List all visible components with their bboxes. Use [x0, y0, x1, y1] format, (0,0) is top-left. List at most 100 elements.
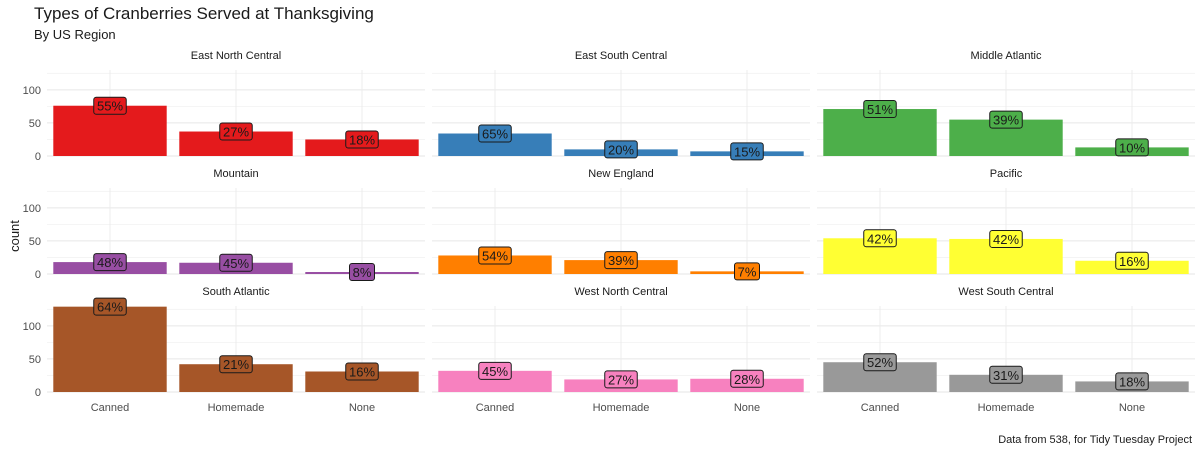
chart-title: Types of Cranberries Served at Thanksgiv… — [34, 4, 374, 23]
y-tick-label: 0 — [35, 387, 41, 399]
data-label: 27% — [608, 372, 634, 387]
x-tick-label: Canned — [91, 402, 130, 414]
panel-east-north-central: East North Central 0 50 100 55% 27% 18% — [23, 50, 425, 163]
data-label: 42% — [867, 231, 893, 246]
data-label-box — [1115, 372, 1149, 391]
data-label-box — [734, 262, 760, 281]
x-tick-label: Homemade — [978, 402, 1035, 414]
panel-title: Middle Atlantic — [971, 50, 1042, 62]
data-label-box — [863, 100, 897, 119]
data-label: 51% — [867, 102, 893, 117]
data-label: 54% — [482, 248, 508, 263]
panel-new-england: New England 54% 39% 7% — [432, 168, 810, 281]
data-label-box — [345, 130, 379, 149]
panel-pacific: Pacific 42% 42% 16% — [817, 168, 1195, 275]
bar — [438, 255, 552, 274]
data-label: 21% — [223, 357, 249, 372]
panel-title: Pacific — [990, 168, 1023, 180]
chart-caption: Data from 538, for Tidy Tuesday Project — [998, 434, 1192, 446]
x-tick-label: Canned — [476, 402, 515, 414]
panel-title: New England — [588, 168, 653, 180]
panel-title: West North Central — [574, 286, 667, 298]
panel-west-north-central: West North Central 45% 27% 28% Canned Homemad… — [432, 286, 810, 414]
y-tick-label: 50 — [29, 236, 41, 248]
bar — [438, 370, 552, 392]
data-label: 27% — [223, 125, 249, 140]
data-label: 7% — [738, 264, 757, 279]
data-label: 18% — [1119, 374, 1145, 389]
bar — [305, 371, 419, 392]
data-label-box — [989, 365, 1023, 384]
x-tick-label: Homemade — [208, 402, 265, 414]
data-label-box — [349, 263, 375, 282]
data-label-box — [1115, 138, 1149, 157]
panel-title: West South Central — [958, 286, 1053, 298]
data-label: 39% — [608, 253, 634, 268]
data-label: 45% — [223, 256, 249, 271]
data-label-box — [93, 253, 127, 272]
panel-title: South Atlantic — [202, 286, 270, 298]
data-label-box — [989, 229, 1023, 248]
data-label-box — [219, 355, 253, 374]
data-label: 10% — [1119, 140, 1145, 155]
panel-title: Mountain — [213, 168, 258, 180]
data-label-box — [478, 246, 512, 265]
panel-title: East North Central — [191, 50, 281, 62]
data-label: 45% — [482, 364, 508, 379]
data-label: 18% — [349, 132, 375, 147]
panel-south-atlantic: South Atlantic 0 50 100 64% 21% 16% Canned Homem… — [23, 286, 425, 414]
x-tick-label: None — [349, 402, 375, 414]
data-label-box — [989, 110, 1023, 129]
data-label: 16% — [349, 364, 375, 379]
data-label: 39% — [993, 113, 1019, 128]
panel-mountain: Mountain 0 50 100 48% 45% 8% — [23, 168, 425, 282]
panel-east-south-central: East South Central 65% 20% 15% — [432, 50, 810, 161]
x-tick-label: None — [734, 402, 760, 414]
data-label-box — [345, 362, 379, 381]
y-tick-label: 50 — [29, 354, 41, 366]
data-label-box — [730, 142, 764, 161]
bar — [53, 306, 167, 392]
data-label-box — [219, 122, 253, 141]
chart-subtitle: By US Region — [34, 27, 116, 42]
data-label-box — [863, 353, 897, 372]
data-label: 20% — [608, 142, 634, 157]
x-tick-label: Canned — [861, 402, 900, 414]
data-label: 31% — [993, 368, 1019, 383]
data-label-box — [604, 370, 638, 389]
data-label: 55% — [97, 99, 123, 114]
data-label: 48% — [97, 255, 123, 270]
data-label-box — [730, 369, 764, 388]
y-tick-label: 100 — [23, 203, 41, 215]
data-label-box — [604, 251, 638, 270]
data-label-box — [604, 140, 638, 159]
y-tick-label: 100 — [23, 85, 41, 97]
data-label: 42% — [993, 232, 1019, 247]
panel-west-south-central: West South Central 52% 31% 18% Canned Homemad… — [817, 286, 1195, 414]
data-label-box — [478, 124, 512, 143]
panel-middle-atlantic: Middle Atlantic 51% 39% 10% — [817, 50, 1195, 157]
data-label: 15% — [734, 144, 760, 159]
data-label-box — [93, 96, 127, 115]
data-label-box — [478, 361, 512, 380]
data-label: 65% — [482, 127, 508, 142]
x-tick-label: None — [1119, 402, 1145, 414]
y-tick-label: 0 — [35, 269, 41, 281]
data-label: 64% — [97, 300, 123, 315]
y-tick-label: 0 — [35, 151, 41, 163]
y-tick-label: 100 — [23, 321, 41, 333]
data-label-box — [219, 253, 253, 272]
y-axis-label: count — [7, 220, 22, 252]
panel-title: East South Central — [575, 50, 667, 62]
x-tick-label: Homemade — [593, 402, 650, 414]
bar — [438, 133, 552, 156]
data-label: 16% — [1119, 254, 1145, 269]
data-label-box — [863, 229, 897, 248]
data-label-box — [1115, 251, 1149, 270]
y-tick-label: 50 — [29, 118, 41, 130]
data-label: 28% — [734, 372, 760, 387]
data-label-box — [93, 297, 127, 316]
data-label: 52% — [867, 355, 893, 370]
